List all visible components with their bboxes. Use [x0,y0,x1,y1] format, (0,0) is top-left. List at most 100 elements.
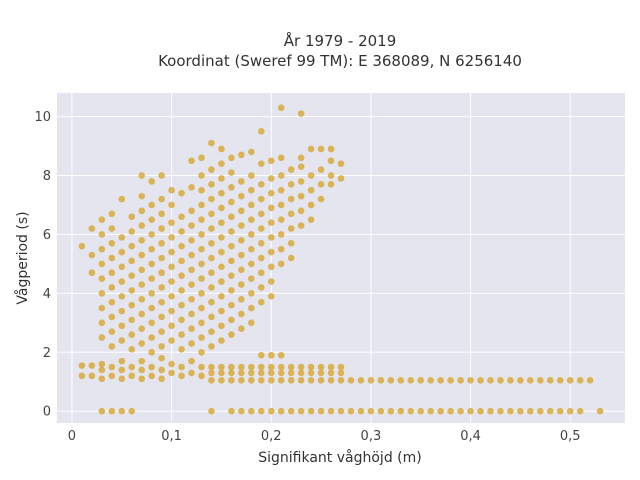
data-point [287,239,295,247]
y-tick-label: 4 [43,287,51,302]
data-point [98,334,106,341]
data-point [208,298,215,306]
data-point [118,366,126,374]
data-point [118,322,126,330]
data-point [238,151,245,159]
data-point [277,201,285,209]
data-point [248,363,255,371]
data-point [407,376,415,384]
data-point [327,407,335,415]
data-point [397,407,405,415]
data-point [218,175,225,182]
data-point [168,360,175,368]
data-point [248,319,255,327]
data-point [317,145,325,153]
data-point [556,407,564,415]
data-point [307,376,315,384]
data-point [238,207,245,215]
data-point [158,284,165,291]
data-point [188,357,195,365]
data-point [287,195,295,203]
data-point [297,376,305,384]
data-point [108,313,116,321]
data-point [138,366,145,374]
data-point [168,234,175,241]
data-point [208,284,215,291]
data-point [267,278,275,285]
data-point [118,195,126,203]
data-point [238,222,245,229]
data-point [78,362,86,369]
data-point [238,376,245,384]
data-point [347,407,355,415]
y-tick-labels: 0 2 4 6 8 10 [34,110,51,420]
data-point [297,163,305,170]
data-point [248,245,255,253]
data-point [248,148,255,156]
data-point [257,369,265,377]
data-point [88,251,96,259]
y-tick-label: 6 [43,228,51,243]
data-point [566,376,574,384]
data-point [228,301,235,309]
data-point [138,237,145,244]
data-point [158,210,165,218]
data-point [138,266,145,274]
data-point [447,376,454,384]
data-point [297,363,305,371]
data-point [108,210,116,218]
data-point [307,407,315,415]
data-point [248,216,255,223]
x-tick-label: 0,5 [560,429,581,444]
data-point [148,290,155,297]
data-point [108,225,116,232]
data-point [178,213,185,221]
data-point [198,372,205,380]
data-point [267,293,275,300]
data-point [108,254,116,262]
data-point [238,407,245,415]
data-point [586,376,594,384]
data-point [198,245,205,253]
data-point [347,376,355,384]
data-point [248,186,255,194]
data-point [337,160,345,168]
data-point [317,363,325,371]
data-point [138,357,145,365]
data-point [556,376,564,384]
data-point [257,284,265,291]
data-point [188,207,195,215]
data-point [287,210,295,218]
y-tick-label: 0 [43,405,51,420]
data-point [248,376,255,384]
data-point [188,295,195,303]
data-point [327,145,335,153]
data-point [317,369,325,377]
data-point [148,216,155,223]
data-point [208,369,215,377]
data-point [267,351,275,359]
data-point [208,376,215,384]
data-point [198,216,205,223]
data-point [208,181,215,188]
data-point [158,354,165,362]
data-point [178,228,185,235]
data-point [317,376,325,384]
data-point [218,160,225,168]
data-point [198,154,205,162]
data-point [108,372,116,380]
data-point [208,139,215,147]
data-point [218,376,225,384]
data-point [138,340,145,347]
data-point [238,237,245,244]
data-point [188,157,195,165]
data-point [148,334,155,341]
data-point [287,376,295,384]
data-point [178,331,185,338]
data-point [417,407,425,415]
data-point [88,269,96,277]
data-point [257,239,265,247]
data-point [188,340,195,347]
data-point [98,231,106,238]
